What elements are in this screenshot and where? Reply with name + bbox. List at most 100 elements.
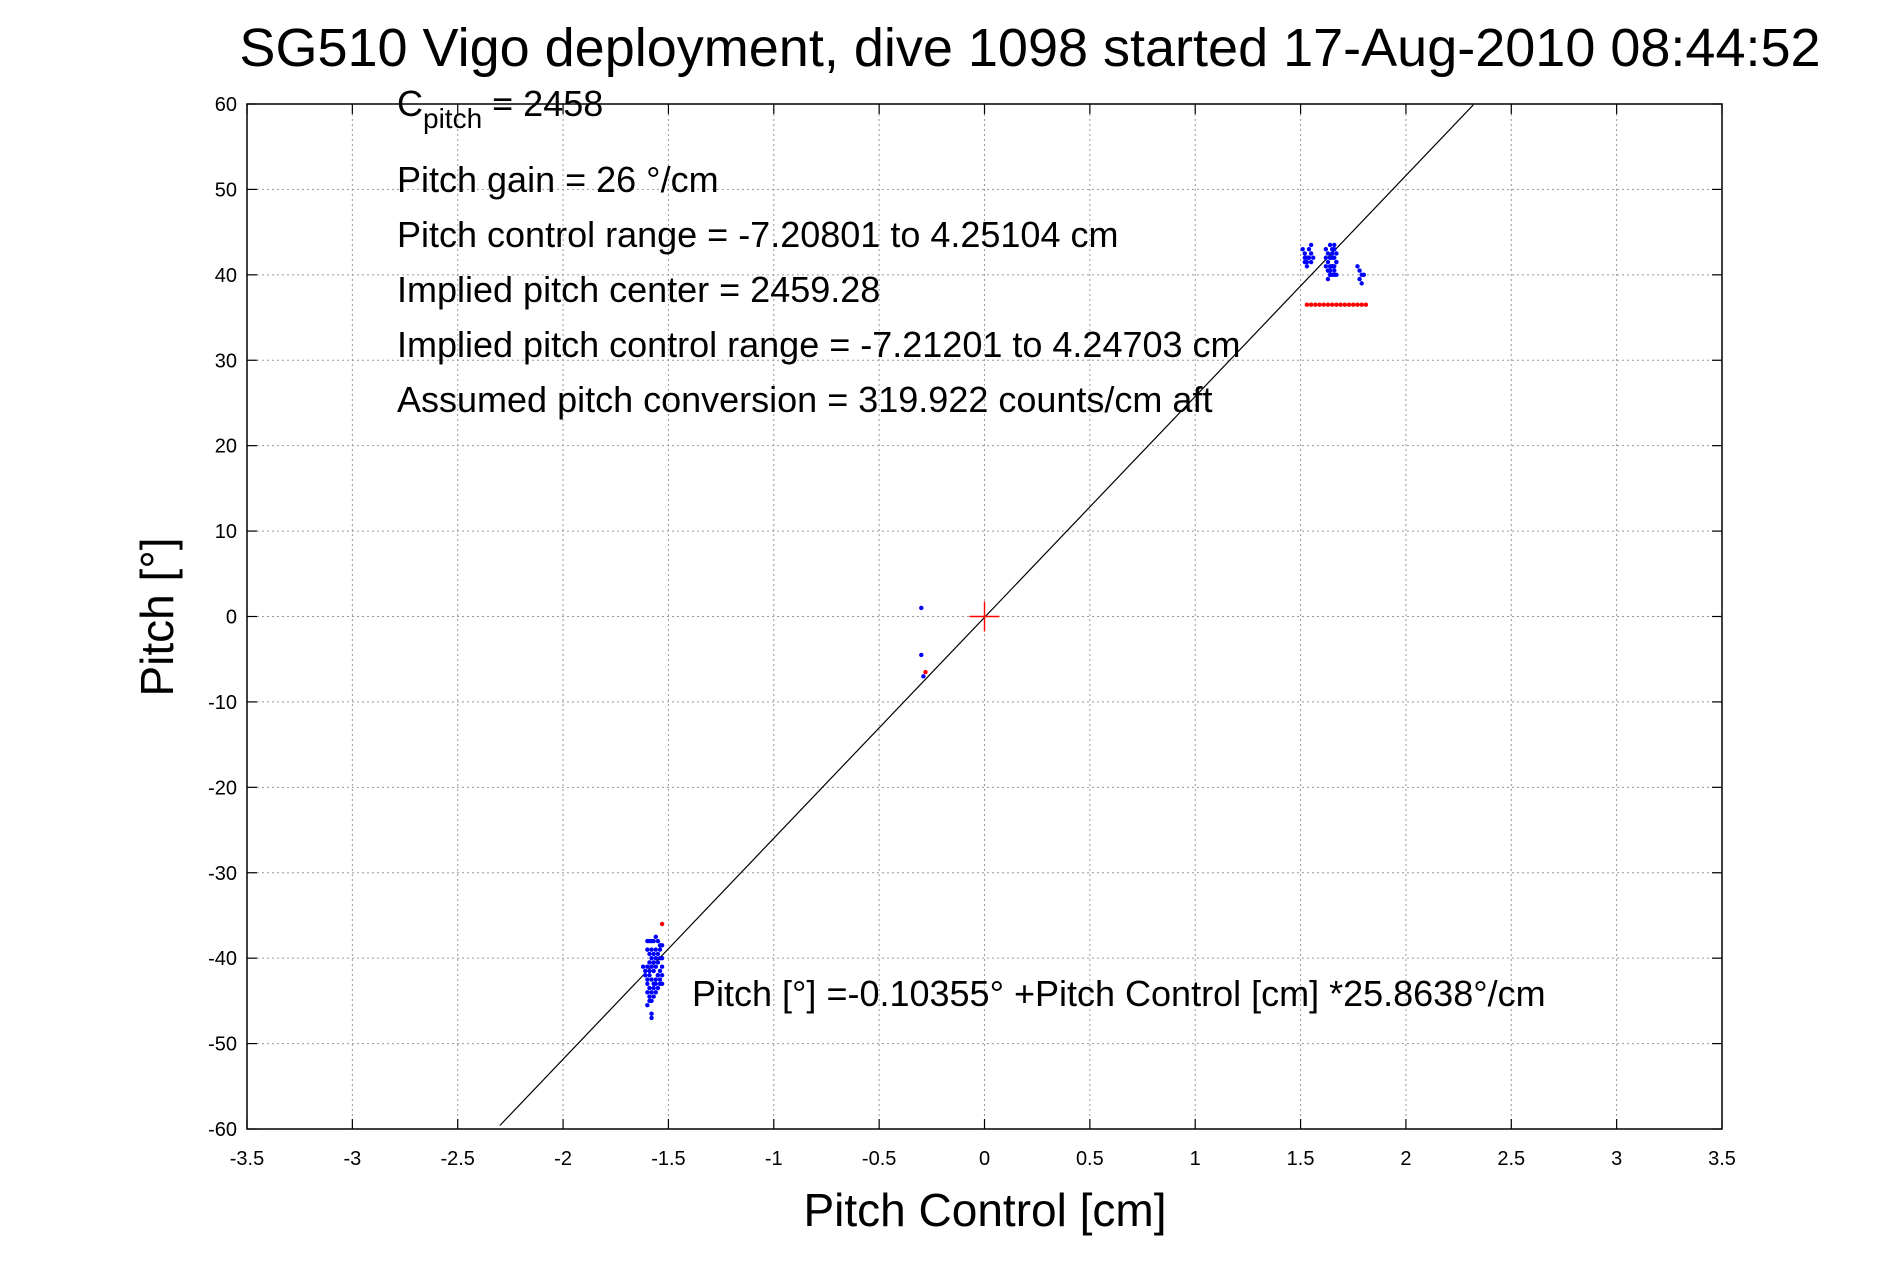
annotation-c-pitch-sub: pitch — [423, 103, 482, 134]
measured-point — [1308, 242, 1314, 248]
fitted-point — [1308, 302, 1314, 307]
y-tick-label: 40 — [215, 265, 237, 287]
measured-point — [1334, 259, 1339, 265]
x-tick-label: -1.5 — [651, 1148, 685, 1170]
x-tick-label: -2 — [554, 1148, 572, 1170]
measured-point — [1327, 255, 1333, 260]
measured-point — [645, 964, 650, 969]
measured-point — [659, 964, 665, 969]
annotation-assumed-pitch-conversion: Assumed pitch conversion = 319.922 count… — [397, 379, 1212, 420]
measured-point — [647, 968, 652, 974]
measured-point — [1304, 264, 1310, 269]
measured-point — [653, 947, 658, 952]
measured-point — [647, 985, 652, 991]
measured-point — [651, 938, 656, 944]
measured-point — [1323, 264, 1329, 269]
y-tick-label: 30 — [215, 350, 237, 372]
fitted-point — [923, 669, 928, 675]
measured-point — [919, 652, 924, 658]
x-tick-label: -1 — [765, 1148, 783, 1170]
measured-point — [655, 960, 661, 965]
measured-point — [1325, 259, 1331, 265]
fitted-point — [1317, 302, 1322, 307]
measured-point — [657, 947, 663, 952]
measured-point — [659, 973, 665, 978]
measured-point — [1359, 281, 1364, 286]
y-tick-label: -10 — [208, 692, 237, 714]
plot-frame — [246, 103, 1723, 1130]
x-tick-label: -3 — [343, 1148, 361, 1170]
measured-point — [1302, 251, 1307, 256]
measured-point — [1300, 247, 1305, 252]
x-axis-tick-labels: -3.5 -3 -2.5 -2 -1.5 -1 -0.5 0 0.5 1 1.5 2 2.5 3 3.5 — [230, 1148, 1736, 1170]
measured-point — [645, 977, 650, 982]
measured-point — [649, 1015, 654, 1021]
grid — [247, 104, 1722, 1129]
x-tick-label: 3.5 — [1708, 1148, 1736, 1170]
measured-point — [1323, 247, 1329, 252]
fitted-point — [1351, 302, 1356, 307]
y-axis-label: Pitch [°] — [131, 537, 183, 696]
measured-point — [647, 951, 652, 957]
measured-point — [643, 973, 648, 978]
measured-point — [655, 938, 661, 944]
fitted-point — [1313, 302, 1318, 307]
measured-point — [1323, 255, 1329, 260]
measured-point — [647, 960, 652, 965]
y-tick-label: 20 — [215, 436, 237, 458]
measured-point — [640, 964, 646, 969]
measured-point — [1302, 259, 1307, 265]
measured-point — [1329, 251, 1335, 256]
annotation-c-pitch-symbol: C — [397, 83, 423, 124]
measured-point — [921, 674, 926, 679]
measured-point — [1329, 247, 1335, 252]
measured-point — [1327, 242, 1333, 248]
fitted-point — [1363, 302, 1369, 307]
y-tick-label: 0 — [226, 607, 237, 629]
measured-point — [1308, 251, 1314, 256]
y-tick-label: 10 — [215, 521, 237, 543]
measured-point — [645, 981, 650, 986]
measured-point — [1332, 272, 1337, 278]
measured-point — [1361, 272, 1366, 278]
fitted-point — [1329, 302, 1335, 307]
fitted-point — [1355, 302, 1360, 307]
y-tick-label: -50 — [208, 1034, 237, 1056]
measured-point — [653, 977, 658, 982]
measured-point — [1355, 264, 1360, 269]
measured-point — [649, 964, 654, 969]
measured-point — [651, 994, 656, 999]
measured-point — [649, 1011, 654, 1016]
measured-point — [651, 968, 656, 974]
measured-point — [1357, 268, 1362, 273]
measured-point — [653, 934, 658, 940]
measured-point — [1332, 268, 1337, 273]
measured-point — [645, 990, 650, 995]
annotation-pitch-gain: Pitch gain = 26 °/cm — [397, 159, 719, 200]
measured-point — [659, 943, 665, 948]
measured-point — [653, 990, 658, 995]
x-axis-label: Pitch Control [cm] — [804, 1184, 1167, 1236]
measured-point — [655, 951, 661, 957]
x-tick-label: 2 — [1400, 1148, 1411, 1170]
measured-point — [657, 955, 663, 961]
x-tick-label: 3 — [1611, 1148, 1622, 1170]
measured-point — [651, 951, 656, 957]
x-tick-label: -2.5 — [440, 1148, 474, 1170]
measured-point — [647, 998, 652, 1004]
fitted-point — [1338, 302, 1343, 307]
fitted-point — [1359, 302, 1364, 307]
annotation-block: Cpitch = 2458 Pitch gain = 26 °/cm Pitch… — [397, 83, 1241, 420]
y-tick-label: 50 — [215, 179, 237, 201]
x-tick-label: 2.5 — [1497, 1148, 1525, 1170]
y-tick-label: -20 — [208, 777, 237, 799]
measured-point — [649, 947, 654, 952]
measured-point — [1332, 242, 1337, 248]
measured-point — [1308, 259, 1314, 265]
measured-point — [1311, 255, 1316, 260]
fitted-point — [1325, 302, 1331, 307]
x-tick-label: 1.5 — [1287, 1148, 1315, 1170]
measured-point — [657, 968, 663, 974]
chart-title: SG510 Vigo deployment, dive 1098 started… — [239, 18, 1820, 78]
